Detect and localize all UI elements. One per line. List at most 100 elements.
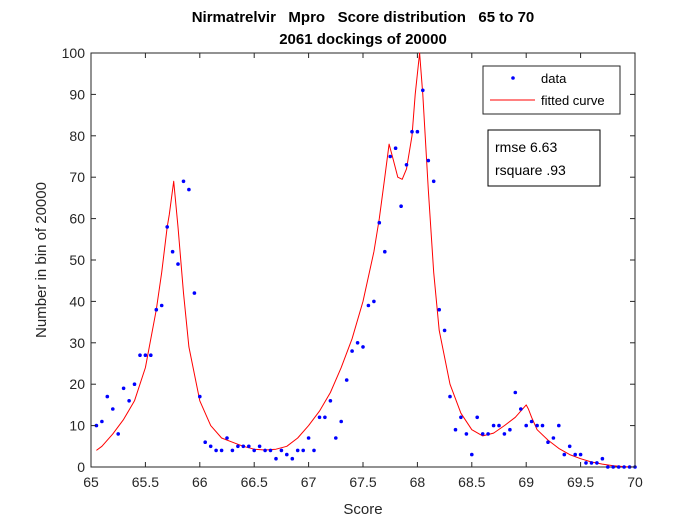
data-point [208,444,213,449]
data-point [519,407,523,411]
data-point [524,423,528,428]
data-point [236,444,240,449]
y-axis-label: Number in bin of 20000 [33,182,50,338]
data-point [627,465,632,469]
y-tick-label: 40 [69,293,85,309]
data-point [263,448,267,453]
data-point [562,452,567,457]
data-point [415,129,420,134]
data-point [437,307,442,312]
data-point [138,353,142,358]
y-tick-label: 30 [69,335,85,351]
data-point [372,299,376,304]
data-point [383,249,387,254]
y-tick-label: 10 [69,418,85,434]
data-point [529,419,534,424]
data-point [606,465,610,469]
y-tick-label: 80 [69,128,85,144]
x-tick-label: 68.5 [458,474,485,490]
data-point [431,179,436,184]
data-point [459,415,463,420]
data-point [187,187,191,192]
data-point [470,452,474,457]
data-point [421,88,425,93]
y-tick-label: 100 [62,45,86,61]
data-point [578,452,583,457]
data-point [132,382,137,387]
data-point [546,440,550,445]
legend-data-label: data [541,71,567,86]
data-point [301,448,306,453]
data-point [111,407,115,411]
data-point [513,390,518,395]
data-point [241,444,246,449]
x-tick-label: 66.5 [241,474,268,490]
y-tick-label: 50 [69,252,85,268]
data-point [143,353,148,358]
x-tick-label: 67.5 [349,474,376,490]
data-point [170,249,175,254]
data-point [219,448,224,453]
data-point [176,262,180,266]
fitted-curve-line [96,52,636,468]
data-point [100,419,104,424]
data-point [225,436,229,440]
stats-box [487,129,601,187]
data-point [480,432,485,436]
data-point [464,432,469,436]
data-point [295,448,300,453]
x-axis-label: Score [343,501,382,518]
data-point [540,423,545,428]
data-point [121,386,126,391]
x-tick-label: 65.5 [132,474,159,490]
data-point [535,423,539,428]
chart-subtitle: 2061 dockings of 20000 [279,31,447,48]
data-point [442,328,447,333]
data-point [497,423,501,428]
data-point [317,415,322,420]
rmse-text: rmse 6.63 [495,139,557,155]
data-point [388,154,393,159]
data-point [502,432,507,436]
data-point [203,440,207,445]
data-points-layer [94,88,637,469]
data-point [230,448,235,453]
x-tick-label: 69 [518,474,534,490]
x-tick-label: 67 [301,474,317,490]
data-point [198,394,202,399]
data-point [557,423,561,428]
data-point [181,179,186,184]
data-point [611,465,615,469]
data-point [268,448,273,453]
plot-frame [90,52,636,468]
data-point [377,220,382,225]
data-point [279,448,284,453]
data-point [404,163,409,167]
legend-fit-label: fitted curve [541,93,605,108]
data-point [274,456,278,461]
data-point [486,432,490,436]
data-point [399,204,403,208]
y-tick-label: 20 [69,376,85,392]
x-tick-label: 66 [192,474,208,490]
data-point [127,399,131,403]
data-point [339,419,344,424]
data-point [595,461,599,465]
data-point [192,291,197,295]
data-point [361,345,365,349]
data-point [105,394,110,399]
data-point [334,436,338,440]
data-point [257,444,262,449]
x-tick-label: 65 [83,474,99,490]
y-tick-label: 0 [77,459,85,475]
data-point [247,444,251,449]
stats-annotation: rmse 6.63 rsquare .93 [487,129,601,187]
data-point [116,432,120,436]
fitted-curve-layer [96,52,636,468]
y-axis: 0 10 20 30 40 50 60 70 80 90 100 [62,45,635,475]
data-point [453,427,458,432]
legend-data-marker [511,76,515,80]
data-point [410,129,414,134]
y-tick-label: 70 [69,169,85,185]
data-point [616,465,621,469]
